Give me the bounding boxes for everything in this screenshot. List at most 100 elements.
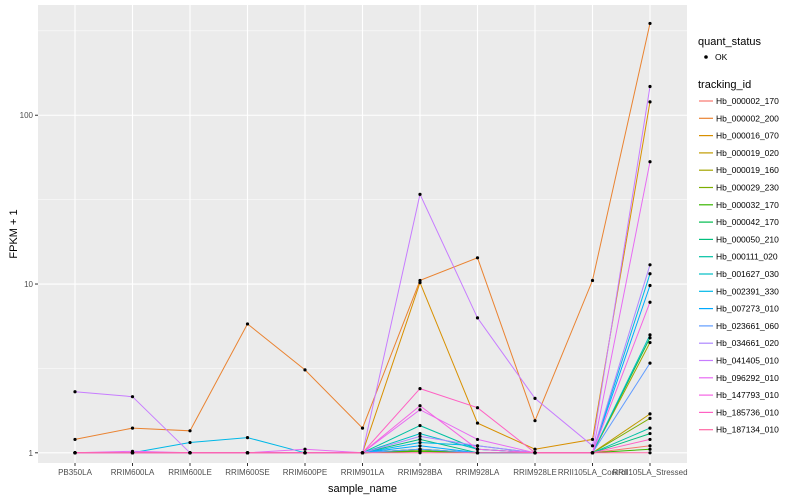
data-point <box>245 322 250 326</box>
legend-label: Hb_187134_010 <box>716 425 779 435</box>
data-point <box>418 444 422 448</box>
x-tick-label: RRIM600LE <box>168 468 212 477</box>
data-point <box>245 436 250 440</box>
data-point <box>418 423 422 428</box>
data-point <box>418 437 422 442</box>
data-point <box>418 447 422 451</box>
legend-label: Hb_007273_010 <box>716 304 779 314</box>
legend: quant_status OK tracking_id Hb_000002_170 Hb… <box>698 36 779 435</box>
shape-legend-key <box>704 55 708 59</box>
y-axis-title: FPKM + 1 <box>8 209 20 258</box>
y-tick-label: 100 <box>20 111 34 120</box>
data-point <box>648 21 652 26</box>
data-point <box>648 451 652 455</box>
data-point <box>648 333 652 337</box>
legend-label: Hb_147793_010 <box>716 390 779 400</box>
shape-legend-label: OK <box>715 52 728 62</box>
data-point <box>130 395 135 399</box>
data-point <box>648 300 652 304</box>
data-points <box>73 21 652 455</box>
x-tick-label: RRII105LA_Control <box>558 468 628 477</box>
data-point <box>73 437 77 442</box>
data-point <box>360 451 365 455</box>
data-point <box>303 368 307 372</box>
data-point <box>533 447 537 451</box>
legend-label: Hb_000019_020 <box>716 148 779 158</box>
data-point <box>648 336 652 340</box>
data-point <box>590 451 595 455</box>
data-point <box>303 447 307 451</box>
x-tick-label: PB350LA <box>58 468 92 477</box>
data-point <box>590 437 595 442</box>
data-point <box>475 421 480 425</box>
legend-label: Hb_041405_010 <box>716 356 779 366</box>
data-point <box>418 431 422 436</box>
data-point <box>475 447 480 451</box>
legend-label: Hb_000050_210 <box>716 234 779 244</box>
legend-label: Hb_023661_060 <box>716 321 779 331</box>
data-point <box>188 429 192 433</box>
y-tick-label: 1 <box>29 449 34 458</box>
data-point <box>360 426 365 430</box>
legend-label: Hb_000042_170 <box>716 217 779 227</box>
color-legend-title: tracking_id <box>698 79 751 91</box>
data-point <box>73 390 77 394</box>
data-point <box>533 396 537 401</box>
data-point <box>533 419 537 423</box>
data-point <box>648 426 652 430</box>
data-point <box>648 283 652 288</box>
data-point <box>648 84 652 89</box>
data-point <box>648 272 652 276</box>
data-point <box>130 451 135 455</box>
x-tick-label: RRII105LA_Stressed <box>612 468 687 477</box>
data-point <box>475 451 480 455</box>
legend-label: Hb_000002_170 <box>716 96 779 106</box>
x-axis-title: sample_name <box>328 483 397 495</box>
legend-label: Hb_000002_200 <box>716 113 779 123</box>
data-point <box>418 192 422 196</box>
legend-label: Hb_000032_170 <box>716 200 779 210</box>
legend-label: Hb_185736_010 <box>716 407 779 417</box>
legend-label: Hb_034661_020 <box>716 338 779 348</box>
data-point <box>130 426 135 430</box>
data-point <box>648 160 652 164</box>
x-tick-label: RRIM928BA <box>398 468 443 477</box>
data-point <box>418 451 422 455</box>
data-point <box>475 437 480 442</box>
x-tick-label: RRIM928LA <box>456 468 500 477</box>
data-point <box>648 412 652 416</box>
data-point <box>648 340 652 345</box>
data-point <box>418 440 422 445</box>
data-point <box>73 451 77 455</box>
legend-label: Hb_002391_330 <box>716 286 779 296</box>
data-point <box>648 100 652 104</box>
data-point <box>590 444 595 448</box>
data-point <box>648 447 652 451</box>
x-tick-label: RRIM928LE <box>513 468 557 477</box>
legend-label: Hb_000029_230 <box>716 183 779 193</box>
data-point <box>475 444 480 448</box>
data-point <box>590 278 595 283</box>
gridlines <box>38 5 687 463</box>
x-tick-label: RRIM600SE <box>225 468 269 477</box>
data-point <box>188 440 192 445</box>
data-point <box>648 431 652 436</box>
data-point <box>475 256 480 260</box>
legend-label: Hb_000111_020 <box>716 252 778 262</box>
legend-label: Hb_000016_070 <box>716 131 779 141</box>
x-tick-label: RRIM600PE <box>283 468 327 477</box>
data-point <box>418 280 422 285</box>
y-tick-label: 10 <box>24 280 33 289</box>
legend-label: Hb_001627_030 <box>716 269 779 279</box>
data-point <box>418 434 422 439</box>
data-point <box>648 416 652 420</box>
data-point <box>648 361 652 365</box>
data-point <box>418 408 422 412</box>
data-point <box>418 387 422 391</box>
legend-label: Hb_096292_010 <box>716 373 779 383</box>
data-point <box>648 444 652 448</box>
x-tick-label: RRIM600LA <box>111 468 155 477</box>
data-point <box>245 451 250 455</box>
axes: 1 10 100 PB350LA RRIM600LA RRIM600LE RRIM600SE… <box>8 111 688 495</box>
